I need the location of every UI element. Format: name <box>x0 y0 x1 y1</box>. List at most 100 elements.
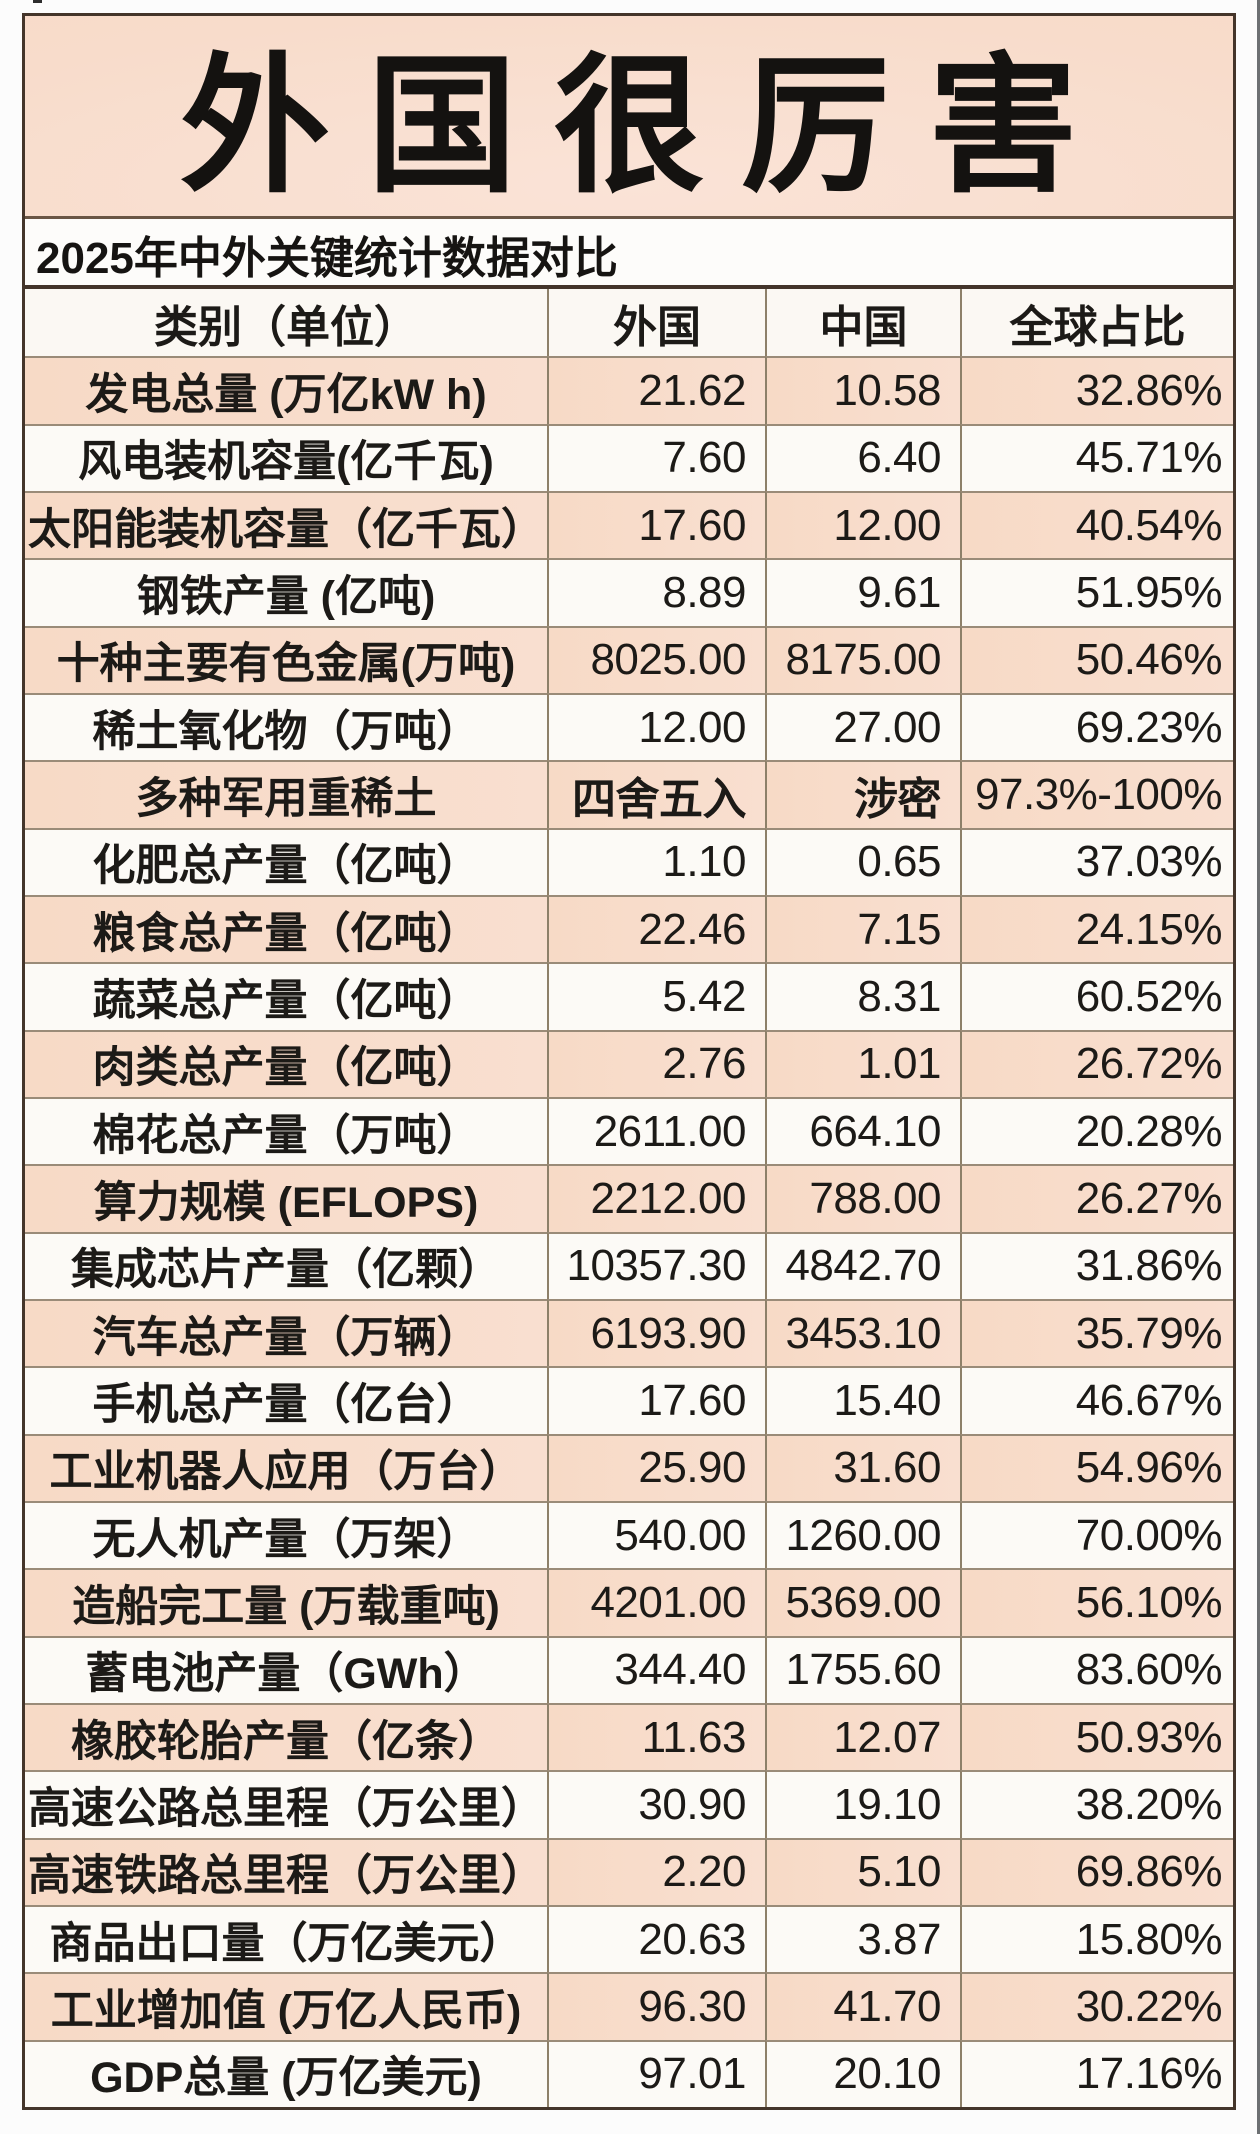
row-10-foreign-value: 5.42 <box>547 962 765 1030</box>
row-3-category: 太阳能装机容量（亿千瓦） <box>25 491 547 559</box>
row-25-china-value: 41.70 <box>765 1972 960 2040</box>
row-16-foreign-value: 17.60 <box>547 1366 765 1434</box>
row-22-global-share-value: 38.20% <box>960 1770 1233 1838</box>
row-19-foreign-value: 4201.00 <box>547 1568 765 1636</box>
row-8-china-value: 0.65 <box>765 827 960 895</box>
row-21-foreign-value: 11.63 <box>547 1703 765 1771</box>
row-6-category: 稀土氧化物（万吨） <box>25 693 547 761</box>
subtitle-bar: 2025年中外关键统计数据对比 <box>25 219 1233 289</box>
row-22-china-value: 19.10 <box>765 1770 960 1838</box>
row-7-category: 多种军用重稀土 <box>25 760 547 828</box>
row-9-china-value: 7.15 <box>765 895 960 963</box>
row-26-foreign-value: 97.01 <box>547 2039 765 2107</box>
page-subtitle: 2025年中外关键统计数据对比 <box>36 234 618 283</box>
row-11-china-value: 1.01 <box>765 1029 960 1097</box>
row-6-foreign-value: 12.00 <box>547 693 765 761</box>
table-panel: 外国很厉害 2025年中外关键统计数据对比 类别（单位） 外国 中国 全球占比 … <box>22 13 1236 2110</box>
row-17-foreign-value: 25.90 <box>547 1433 765 1501</box>
row-19-global-share-value: 56.10% <box>960 1568 1233 1636</box>
row-8-global-share-value: 37.03% <box>960 827 1233 895</box>
row-10-china-value: 8.31 <box>765 962 960 1030</box>
row-7-china-value: 涉密 <box>765 760 960 828</box>
row-24-category: 商品出口量（万亿美元） <box>25 1905 547 1973</box>
row-13-category: 算力规模 (EFLOPS) <box>25 1164 547 1232</box>
row-4-category: 钢铁产量 (亿吨) <box>25 558 547 626</box>
row-1-foreign-value: 21.62 <box>547 356 765 424</box>
row-3-china-value: 12.00 <box>765 491 960 559</box>
row-3-foreign-value: 17.60 <box>547 491 765 559</box>
row-21-china-value: 12.07 <box>765 1703 960 1771</box>
row-11-global-share-value: 26.72% <box>960 1029 1233 1097</box>
row-17-category: 工业机器人应用（万台） <box>25 1433 547 1501</box>
row-20-global-share-value: 83.60% <box>960 1635 1233 1703</box>
row-11-category: 肉类总产量（亿吨） <box>25 1029 547 1097</box>
screenshot-right-edge-line <box>1257 0 1260 2134</box>
row-12-foreign-value: 2611.00 <box>547 1097 765 1165</box>
row-26-global-share-value: 17.16% <box>960 2039 1233 2107</box>
statistics-table: 类别（单位） 外国 中国 全球占比 发电总量 (万亿kW h) 21.62 10… <box>25 289 1233 2107</box>
title-banner: 外国很厉害 <box>25 16 1233 219</box>
row-25-global-share-value: 30.22% <box>960 1972 1233 2040</box>
row-20-foreign-value: 344.40 <box>547 1635 765 1703</box>
row-21-category: 橡胶轮胎产量（亿条） <box>25 1703 547 1771</box>
column-header-global-share: 全球占比 <box>960 289 1233 357</box>
row-16-global-share-value: 46.67% <box>960 1366 1233 1434</box>
column-header-foreign: 外国 <box>547 289 765 357</box>
row-19-china-value: 5369.00 <box>765 1568 960 1636</box>
row-1-china-value: 10.58 <box>765 356 960 424</box>
row-21-global-share-value: 50.93% <box>960 1703 1233 1771</box>
row-26-china-value: 20.10 <box>765 2039 960 2107</box>
row-15-category: 汽车总产量（万辆） <box>25 1299 547 1367</box>
row-9-foreign-value: 22.46 <box>547 895 765 963</box>
row-1-global-share-value: 32.86% <box>960 356 1233 424</box>
row-15-foreign-value: 6193.90 <box>547 1299 765 1367</box>
row-9-category: 粮食总产量（亿吨） <box>25 895 547 963</box>
row-15-global-share-value: 35.79% <box>960 1299 1233 1367</box>
row-8-foreign-value: 1.10 <box>547 827 765 895</box>
row-13-global-share-value: 26.27% <box>960 1164 1233 1232</box>
row-6-china-value: 27.00 <box>765 693 960 761</box>
row-16-category: 手机总产量（亿台） <box>25 1366 547 1434</box>
row-17-global-share-value: 54.96% <box>960 1433 1233 1501</box>
row-5-china-value: 8175.00 <box>765 625 960 693</box>
row-12-china-value: 664.10 <box>765 1097 960 1165</box>
screenshot-top-edge-artifact <box>33 0 42 3</box>
row-2-category: 风电装机容量(亿千瓦) <box>25 423 547 491</box>
row-3-global-share-value: 40.54% <box>960 491 1233 559</box>
row-8-category: 化肥总产量（亿吨） <box>25 827 547 895</box>
row-19-category: 造船完工量 (万载重吨) <box>25 1568 547 1636</box>
row-10-global-share-value: 60.52% <box>960 962 1233 1030</box>
row-24-global-share-value: 15.80% <box>960 1905 1233 1973</box>
row-22-category: 高速公路总里程（万公里） <box>25 1770 547 1838</box>
row-1-category: 发电总量 (万亿kW h) <box>25 356 547 424</box>
row-14-category: 集成芯片产量（亿颗） <box>25 1231 547 1299</box>
row-22-foreign-value: 30.90 <box>547 1770 765 1838</box>
row-7-foreign-value: 四舍五入 <box>547 760 765 828</box>
row-24-china-value: 3.87 <box>765 1905 960 1973</box>
row-2-china-value: 6.40 <box>765 423 960 491</box>
row-6-global-share-value: 69.23% <box>960 693 1233 761</box>
row-18-china-value: 1260.00 <box>765 1501 960 1569</box>
row-23-category: 高速铁路总里程（万公里） <box>25 1837 547 1905</box>
row-18-category: 无人机产量（万架） <box>25 1501 547 1569</box>
row-11-foreign-value: 2.76 <box>547 1029 765 1097</box>
row-26-category: GDP总量 (万亿美元) <box>25 2039 547 2107</box>
row-14-foreign-value: 10357.30 <box>547 1231 765 1299</box>
row-13-foreign-value: 2212.00 <box>547 1164 765 1232</box>
row-5-foreign-value: 8025.00 <box>547 625 765 693</box>
row-7-global-share-value: 97.3%-100% <box>960 760 1233 828</box>
row-17-china-value: 31.60 <box>765 1433 960 1501</box>
row-23-china-value: 5.10 <box>765 1837 960 1905</box>
row-2-foreign-value: 7.60 <box>547 423 765 491</box>
row-14-global-share-value: 31.86% <box>960 1231 1233 1299</box>
row-4-global-share-value: 51.95% <box>960 558 1233 626</box>
row-10-category: 蔬菜总产量（亿吨） <box>25 962 547 1030</box>
row-18-global-share-value: 70.00% <box>960 1501 1233 1569</box>
row-14-china-value: 4842.70 <box>765 1231 960 1299</box>
row-4-china-value: 9.61 <box>765 558 960 626</box>
row-2-global-share-value: 45.71% <box>960 423 1233 491</box>
column-header-category: 类别（单位） <box>25 289 547 357</box>
row-18-foreign-value: 540.00 <box>547 1501 765 1569</box>
column-header-china: 中国 <box>765 289 960 357</box>
